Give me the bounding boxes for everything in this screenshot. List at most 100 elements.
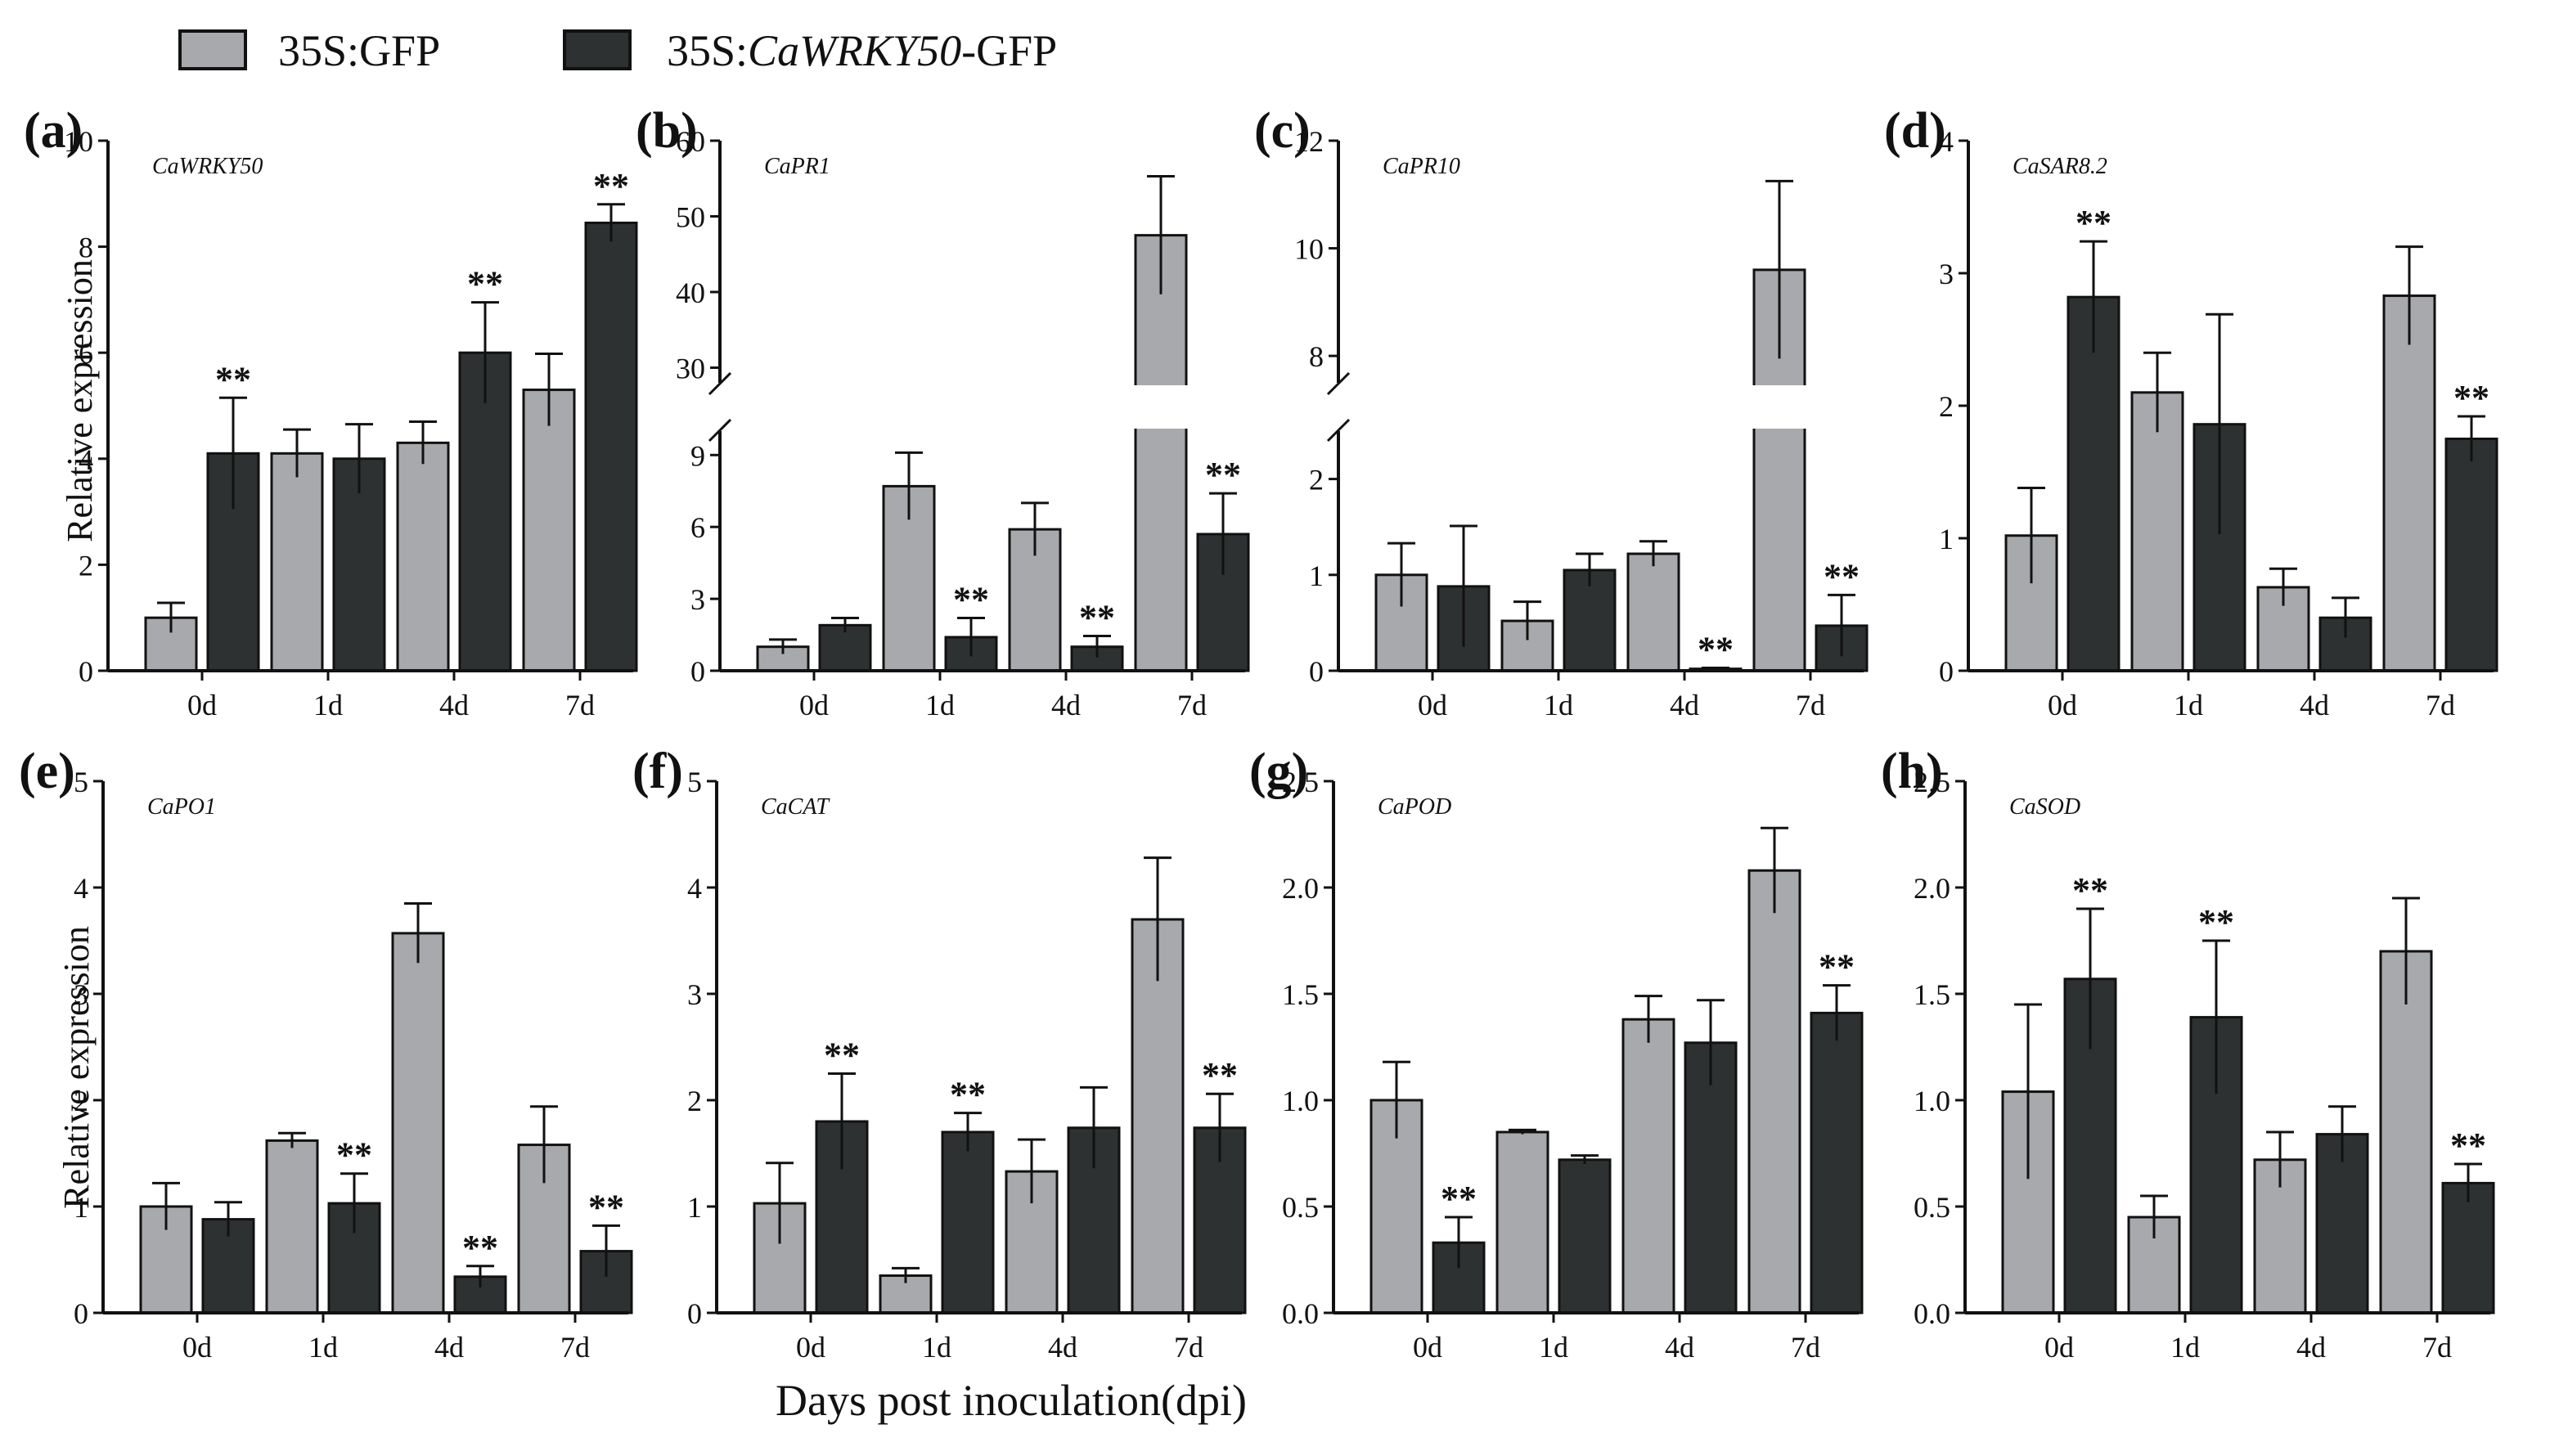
y-tick-label: 12 <box>1294 125 1324 158</box>
error-bar <box>892 1266 920 1283</box>
bar-d-7d-gfp <box>2382 294 2436 672</box>
significance-mark: ** <box>1819 947 1855 987</box>
bar-g-7d-gfp <box>1747 869 1801 1314</box>
y-tick-label: 6 <box>79 337 93 370</box>
y-tick-label: 1.5 <box>1914 978 1950 1011</box>
error-bar <box>2017 486 2045 584</box>
error-bar <box>340 1172 368 1234</box>
error-bar <box>152 1181 180 1230</box>
error-bar <box>1576 552 1603 586</box>
y-tick-label: 5 <box>687 766 702 798</box>
x-tick-label: 1d <box>2174 689 2203 721</box>
y-tick-label: 0 <box>687 1297 702 1330</box>
y-tick-label: 1.0 <box>1282 1085 1319 1117</box>
y-tick-label: 10 <box>1294 233 1324 266</box>
significance-mark: ** <box>336 1135 372 1175</box>
significance-mark: ** <box>593 166 629 206</box>
axes <box>1332 781 1859 1314</box>
error-bar <box>895 451 923 520</box>
x-axis-title: Days post inoculation(dpi) <box>776 1376 1247 1425</box>
x-tick-label: 0d <box>182 1331 212 1364</box>
error-bar <box>1828 593 1855 657</box>
legend-mutant-gene: CaWRKY50 <box>748 26 961 75</box>
bar-e-4d-gfp <box>391 932 445 1314</box>
error-bar <box>766 1162 794 1244</box>
gene-name: CaPR10 <box>1383 154 1460 179</box>
axes <box>106 141 633 672</box>
y-tick-label: 2 <box>1939 390 1954 423</box>
y-tick-label: 2 <box>79 549 93 582</box>
y-tick-label: 4 <box>1939 125 1954 158</box>
error-bar <box>828 1072 856 1170</box>
bar-h-7d-gfp <box>2379 950 2433 1314</box>
significance-mark: ** <box>2072 870 2108 910</box>
error-bar <box>592 1224 620 1277</box>
error-bar <box>1509 1128 1536 1135</box>
x-tick-label: 4d <box>439 689 469 721</box>
error-bar <box>1823 984 1851 1041</box>
y-tick-label: 0.0 <box>1914 1297 1950 1330</box>
error-bar <box>404 902 432 964</box>
x-tick-label: 1d <box>313 689 343 721</box>
x-tick-label: 0d <box>799 689 829 721</box>
bar-g-4d-mutant <box>1684 1041 1738 1314</box>
error-bar <box>957 617 985 657</box>
error-bar <box>1571 1154 1599 1164</box>
significance-mark: ** <box>1441 1179 1477 1219</box>
error-bar <box>2392 897 2420 1004</box>
y-tick-label: 0 <box>690 655 705 688</box>
axes <box>1963 781 2490 1314</box>
bar-h-4d-mutant <box>2315 1133 2369 1314</box>
significance-mark: ** <box>1205 455 1241 495</box>
error-bar <box>1450 524 1477 647</box>
error-bar <box>2206 312 2233 535</box>
error-bar <box>2269 567 2297 606</box>
legend-swatch-gfp <box>178 29 247 70</box>
y-tick-label: 8 <box>79 231 93 264</box>
error-bar <box>1383 1060 1410 1139</box>
significance-mark: ** <box>462 1228 498 1268</box>
bar-b-0d-mutant <box>818 623 872 672</box>
error-bar <box>2143 351 2171 433</box>
x-tick-label: 0d <box>187 689 217 721</box>
x-tick-label: 7d <box>2422 1331 2452 1364</box>
error-bar <box>1083 635 1111 658</box>
error-bar <box>2080 240 2107 353</box>
panel-e: ** ** ** 0 1 2 3 4 5 0d 1d 4d 7d (e) CaPO1 <box>19 744 633 1364</box>
error-bar <box>1761 826 1788 914</box>
error-bar <box>466 1265 494 1287</box>
x-tick-label: 1d <box>1539 1331 1568 1364</box>
x-tick-label: 1d <box>922 1331 951 1364</box>
y-tick-label: 0.5 <box>1282 1191 1319 1224</box>
gene-name: CaSAR8.2 <box>2013 154 2107 179</box>
legend-label-mutant: 35S:CaWRKY50-GFP <box>667 26 1057 75</box>
y-tick-label: 2.5 <box>1282 766 1319 798</box>
gene-name: CaPR1 <box>764 154 830 179</box>
y-tick-label: 10 <box>64 125 93 158</box>
panel-letter: (a) <box>24 103 83 159</box>
x-tick-label: 7d <box>1174 1331 1203 1364</box>
y-tick-label: 30 <box>676 353 705 385</box>
y-tick-label: 6 <box>690 511 705 544</box>
axis-break-gap <box>708 385 1250 429</box>
x-tick-label: 4d <box>1670 689 1699 721</box>
error-bar <box>769 638 797 654</box>
y-tick-label: 50 <box>676 201 705 234</box>
y-tick-label: 0 <box>74 1297 88 1330</box>
significance-mark: ** <box>953 580 989 620</box>
error-bar <box>345 423 373 493</box>
error-bar <box>283 428 311 478</box>
y-tick-label: 0 <box>1309 655 1324 688</box>
y-tick-label: 4 <box>79 443 93 476</box>
x-tick-label: 4d <box>1051 689 1081 721</box>
bar-a-1d-gfp <box>270 452 324 672</box>
error-bar <box>1765 179 1793 359</box>
significance-mark: ** <box>215 359 251 399</box>
x-tick-label: 7d <box>560 1331 590 1364</box>
bar-a-4d-gfp <box>396 441 450 672</box>
bar-f-4d-mutant <box>1067 1126 1121 1314</box>
error-bar <box>535 352 563 426</box>
x-tick-label: 4d <box>1048 1331 1077 1364</box>
x-tick-label: 1d <box>1544 689 1573 721</box>
